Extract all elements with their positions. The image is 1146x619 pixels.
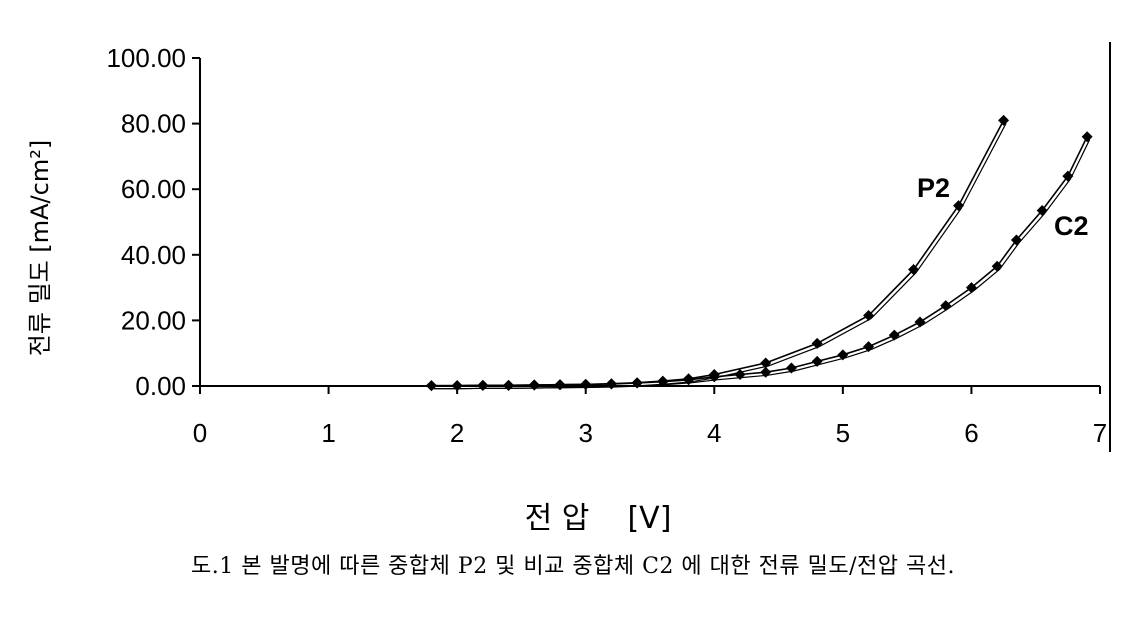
data-point-p2 [953,200,964,211]
x-tick-label: 4 [707,418,721,448]
series-line-shadow-c2 [434,140,1090,389]
x-tick-label: 6 [964,418,978,448]
data-point-p2 [812,338,823,349]
data-point-c2 [580,379,591,390]
data-point-c2 [1062,171,1073,182]
x-tick-label: 3 [578,418,592,448]
x-tick-label: 2 [450,418,464,448]
x-tick-label: 5 [836,418,850,448]
y-tick-label: 80.00 [121,109,186,139]
series-line-p2 [431,120,1003,385]
figure-caption: 도.1 본 발명에 따른 중합체 P2 및 비교 중합체 C2 에 대한 전류 … [0,548,1146,580]
series-p2 [426,115,1009,391]
x-tick-label: 1 [321,418,335,448]
y-tick-label: 0.00 [135,371,186,401]
data-point-c2 [1082,131,1093,142]
data-point-c2 [503,380,514,391]
series-group [426,115,1093,391]
y-tick-label: 40.00 [121,240,186,270]
x-tick-label: 7 [1093,418,1107,448]
series-label-c2: C2 [1054,211,1089,241]
data-point-c2 [837,349,848,360]
y-ticks: 0.00 20.00 40.00 60.00 80.00 100.00 [106,43,200,401]
data-point-c2 [477,380,488,391]
y-axis-label: 전류 밀도 [mA/cm²] [26,140,54,356]
data-point-p2 [998,115,1009,126]
data-point-c2 [555,379,566,390]
data-point-c2 [889,330,900,341]
data-point-c2 [863,341,874,352]
data-point-c2 [812,356,823,367]
axes [200,42,1110,452]
data-point-c2 [606,379,617,390]
data-point-c2 [452,380,463,391]
x-tick-label: 0 [193,418,207,448]
data-point-c2 [915,317,926,328]
series-c2 [426,131,1093,391]
data-point-c2 [426,380,437,391]
data-point-c2 [940,300,951,311]
x-ticks: 0 1 2 3 4 5 6 7 [193,386,1107,448]
x-axis-label: 전 압 [V] [525,501,672,536]
current-density-voltage-chart: 0.0020.0040.0060.0080.00100.00 01234567 … [0,0,1146,548]
series-line-c2 [431,137,1087,386]
y-tick-label: 100.00 [106,43,186,73]
data-point-c2 [529,380,540,391]
y-tick-label: 60.00 [121,174,186,204]
series-label-p2: P2 [917,173,950,203]
y-tick-label: 20.00 [121,305,186,335]
series-line-shadow-p2 [434,123,1006,388]
